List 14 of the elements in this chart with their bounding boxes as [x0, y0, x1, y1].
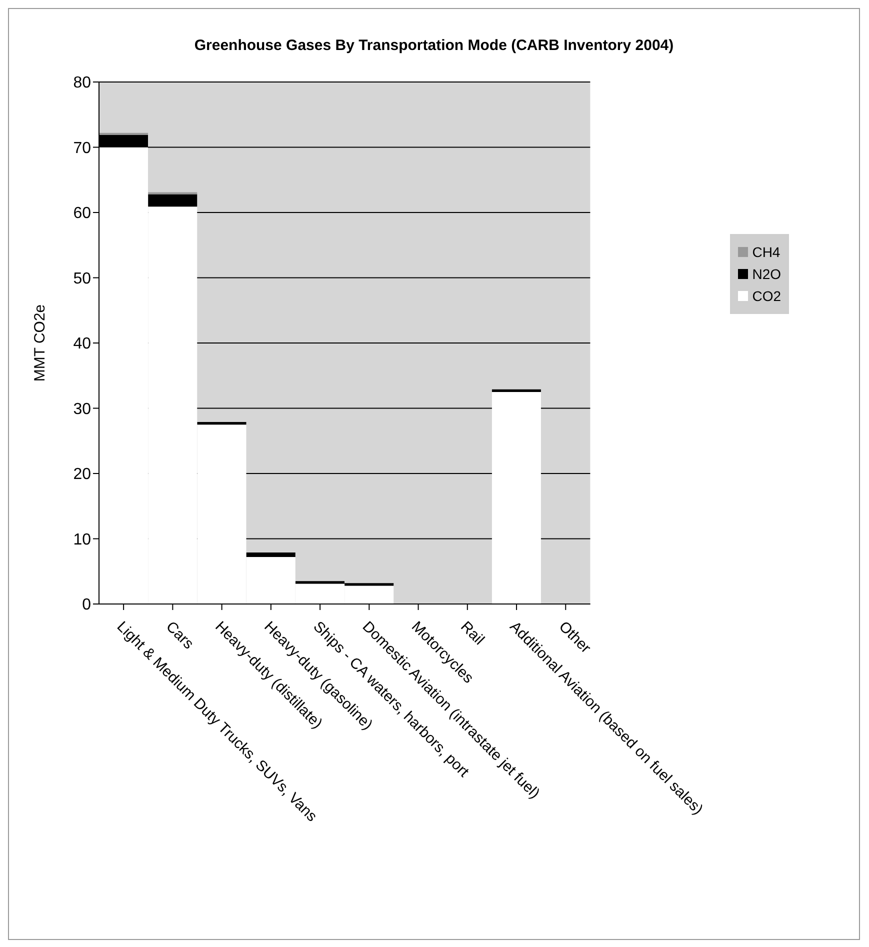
- y-axis-title: MMT CO2e: [31, 304, 48, 382]
- y-tick-label: 80: [73, 74, 92, 92]
- y-tick-label: 70: [73, 140, 92, 157]
- y-tick-label: 50: [73, 270, 92, 288]
- y-tick-label: 60: [73, 205, 92, 222]
- y-tick-label: 10: [73, 531, 92, 548]
- legend-label: N2O: [752, 266, 781, 282]
- y-tick-label: 40: [73, 336, 92, 353]
- legend-label: CO2: [752, 288, 781, 304]
- y-tick-label: 0: [82, 596, 92, 614]
- y-tick-label: 30: [73, 400, 92, 418]
- chart-title: Greenhouse Gases By Transportation Mode (CARB Inventory 2004): [193, 37, 675, 54]
- y-tick-label: 20: [73, 466, 92, 484]
- legend-label: CH4: [752, 244, 780, 260]
